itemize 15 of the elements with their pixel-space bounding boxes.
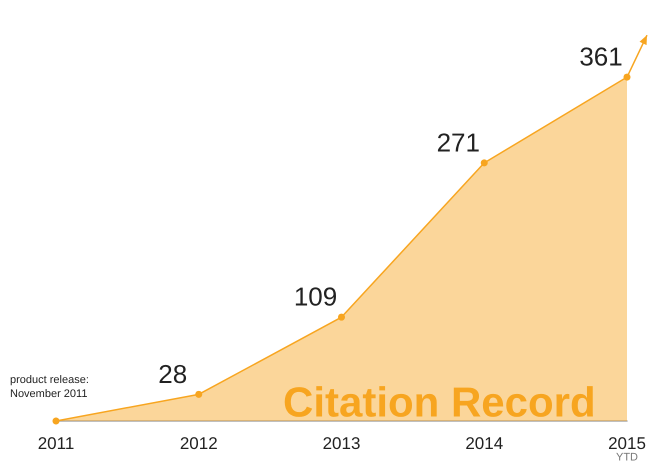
data-label: 271 [436, 127, 480, 158]
data-label: 28 [158, 358, 188, 389]
x-tick-label: 2015 YTD [608, 434, 646, 464]
point [195, 390, 202, 398]
x-tick-label: 2013 [322, 434, 360, 453]
data-label: 109 [294, 282, 338, 312]
data-label: 361 [579, 42, 623, 72]
text: Citation Record [283, 378, 596, 426]
point [338, 314, 345, 321]
annotation: product release: November 2011 [10, 373, 89, 401]
x-tick-label: 2012 [180, 434, 218, 453]
point [480, 159, 488, 166]
x-tick-label: 2014 [465, 434, 504, 453]
point [52, 418, 60, 424]
x-tick-label: 2011 [38, 434, 74, 453]
